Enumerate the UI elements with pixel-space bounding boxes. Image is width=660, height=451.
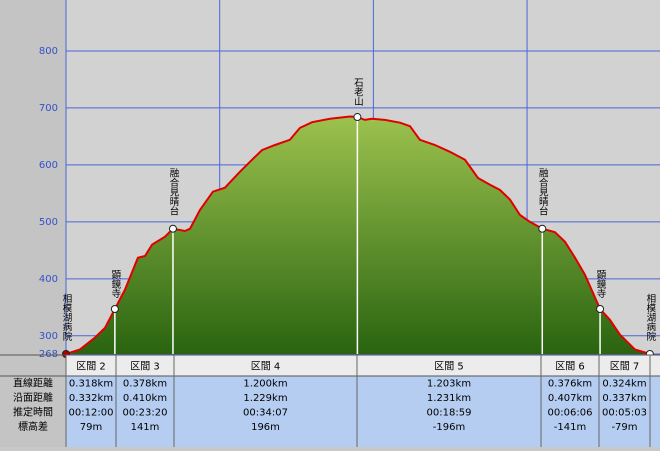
table-header: 区間 6 [555,361,585,373]
table-cell: 1.229km [243,393,287,404]
waypoint-label: 相模湖病院 [644,293,656,342]
table-cell: 196m [251,422,280,433]
table-cell: 1.231km [427,393,471,404]
table-cell: 0.410km [123,393,167,404]
waypoint-marker [168,224,177,233]
row-label: 沿面距離 [13,391,53,404]
waypoint-marker [110,305,119,314]
left-panel [0,0,66,447]
table-cell: 0.376km [548,378,592,389]
table-header: 区間 2 [76,361,106,373]
y-tick-label: 300 [39,331,58,342]
table-cell: 0.318km [69,378,113,389]
table-cell: 00:12:00 [69,407,114,418]
table-header: 区間 3 [130,361,160,373]
waypoint-label: 融合見晴台 [537,168,549,216]
table-header: 区間 5 [434,361,464,373]
table-body-bg [66,376,660,447]
waypoint-marker [596,305,605,314]
table-cell: 0.378km [123,378,167,389]
waypoint-label: 顕鏡寺 [595,270,607,299]
table-cell: 00:23:20 [123,407,168,418]
row-label: 直線距離 [13,376,53,389]
table-header-bg [66,355,660,376]
table-cell: 0.337km [602,393,646,404]
waypoint-label: 石老山 [352,78,364,107]
waypoint-label: 相模湖病院 [61,293,73,342]
table-cell: 141m [131,422,160,433]
table-cell: -196m [433,422,465,433]
y-tick-label: 500 [39,217,58,228]
y-tick-label: 700 [39,103,58,114]
table-cell: -79m [611,422,637,433]
table-cell: -141m [554,422,586,433]
y-tick-label: 800 [39,46,58,57]
table-cell: 00:05:03 [602,407,647,418]
table-cell: 0.407km [548,393,592,404]
table-cell: 00:18:59 [427,407,472,418]
table-cell: 0.332km [69,393,113,404]
table-cell: 00:34:07 [243,407,288,418]
table-cell: 1.203km [427,378,471,389]
waypoint-label: 融合見晴台 [167,168,179,216]
y-tick-label: 400 [39,274,58,285]
row-label: 標高差 [18,420,48,433]
waypoint-marker [353,113,362,122]
table-cell: 79m [80,422,102,433]
table-cell: 0.324km [602,378,646,389]
waypoint-marker [538,224,547,233]
table-header: 区間 7 [610,361,640,373]
table-cell: 1.200km [243,378,287,389]
waypoint-label: 顕鏡寺 [109,270,121,299]
table-cell: 00:06:06 [548,407,593,418]
table-header: 区間 4 [251,361,281,373]
y-tick-label: 600 [39,160,58,171]
row-label: 推定時間 [13,405,53,418]
